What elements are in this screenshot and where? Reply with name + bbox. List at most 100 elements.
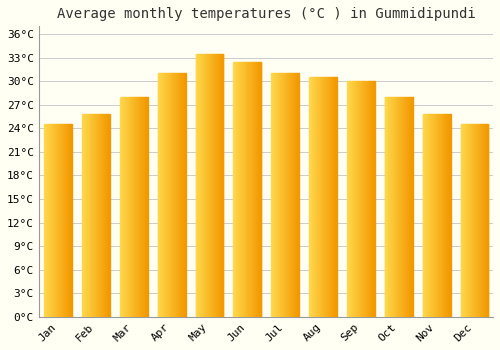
Bar bbox=[271, 74, 272, 317]
Bar bbox=[143, 97, 144, 317]
Bar bbox=[49, 125, 50, 317]
Bar bbox=[293, 74, 294, 317]
Bar bbox=[107, 114, 108, 317]
Bar bbox=[249, 62, 250, 317]
Bar bbox=[124, 97, 126, 317]
Bar bbox=[406, 97, 407, 317]
Bar bbox=[387, 97, 388, 317]
Bar bbox=[485, 124, 486, 317]
Bar bbox=[470, 124, 471, 317]
Bar bbox=[438, 114, 440, 317]
Bar bbox=[108, 114, 109, 317]
Bar bbox=[464, 124, 466, 317]
Bar bbox=[176, 74, 177, 317]
Bar bbox=[198, 54, 199, 317]
Bar bbox=[396, 97, 398, 317]
Bar bbox=[100, 114, 101, 317]
Bar bbox=[96, 114, 98, 317]
Bar bbox=[354, 81, 356, 317]
Bar bbox=[282, 74, 283, 317]
Bar bbox=[277, 74, 278, 317]
Bar bbox=[234, 62, 235, 317]
Bar bbox=[51, 125, 52, 317]
Bar bbox=[133, 97, 134, 317]
Bar bbox=[138, 97, 140, 317]
Bar bbox=[101, 114, 102, 317]
Bar bbox=[462, 124, 464, 317]
Bar bbox=[213, 54, 214, 317]
Bar bbox=[473, 124, 474, 317]
Bar bbox=[250, 62, 251, 317]
Bar bbox=[255, 62, 256, 317]
Bar bbox=[244, 62, 245, 317]
Bar bbox=[280, 74, 281, 317]
Bar bbox=[472, 124, 473, 317]
Bar bbox=[325, 77, 326, 317]
Bar bbox=[474, 124, 475, 317]
Bar bbox=[58, 125, 59, 317]
Bar bbox=[121, 97, 122, 317]
Bar bbox=[45, 125, 46, 317]
Bar bbox=[447, 114, 448, 317]
Bar bbox=[398, 97, 399, 317]
Bar bbox=[296, 74, 297, 317]
Bar bbox=[309, 77, 310, 317]
Bar bbox=[368, 81, 370, 317]
Bar bbox=[161, 74, 162, 317]
Bar bbox=[70, 125, 72, 317]
Bar bbox=[336, 77, 337, 317]
Bar bbox=[298, 74, 299, 317]
Bar bbox=[294, 74, 295, 317]
Bar bbox=[286, 74, 288, 317]
Bar bbox=[326, 77, 327, 317]
Bar bbox=[46, 125, 47, 317]
Bar bbox=[390, 97, 391, 317]
Bar bbox=[370, 81, 372, 317]
Bar bbox=[295, 74, 296, 317]
Bar bbox=[351, 81, 352, 317]
Bar bbox=[254, 62, 255, 317]
Bar bbox=[147, 97, 148, 317]
Bar bbox=[441, 114, 442, 317]
Bar bbox=[364, 81, 365, 317]
Bar bbox=[427, 114, 428, 317]
Bar bbox=[259, 62, 260, 317]
Bar bbox=[389, 97, 390, 317]
Bar bbox=[211, 54, 212, 317]
Bar bbox=[468, 124, 469, 317]
Bar bbox=[312, 77, 314, 317]
Bar bbox=[95, 114, 96, 317]
Bar bbox=[482, 124, 483, 317]
Bar bbox=[92, 114, 93, 317]
Bar bbox=[102, 114, 103, 317]
Bar bbox=[435, 114, 436, 317]
Bar bbox=[142, 97, 143, 317]
Bar bbox=[283, 74, 284, 317]
Bar bbox=[487, 124, 488, 317]
Bar bbox=[408, 97, 409, 317]
Bar bbox=[56, 125, 58, 317]
Bar bbox=[59, 125, 60, 317]
Bar bbox=[237, 62, 238, 317]
Bar bbox=[136, 97, 138, 317]
Bar bbox=[330, 77, 332, 317]
Bar bbox=[486, 124, 487, 317]
Bar bbox=[66, 125, 67, 317]
Bar bbox=[322, 77, 323, 317]
Bar bbox=[98, 114, 100, 317]
Bar bbox=[323, 77, 324, 317]
Bar bbox=[365, 81, 366, 317]
Bar bbox=[173, 74, 174, 317]
Bar bbox=[475, 124, 476, 317]
Bar bbox=[52, 125, 53, 317]
Bar bbox=[135, 97, 136, 317]
Bar bbox=[274, 74, 276, 317]
Bar bbox=[104, 114, 105, 317]
Bar bbox=[284, 74, 285, 317]
Bar bbox=[314, 77, 316, 317]
Bar bbox=[223, 54, 224, 317]
Bar bbox=[385, 97, 386, 317]
Title: Average monthly temperatures (°C ) in Gummidipundi: Average monthly temperatures (°C ) in Gu… bbox=[56, 7, 476, 21]
Bar bbox=[216, 54, 217, 317]
Bar bbox=[359, 81, 360, 317]
